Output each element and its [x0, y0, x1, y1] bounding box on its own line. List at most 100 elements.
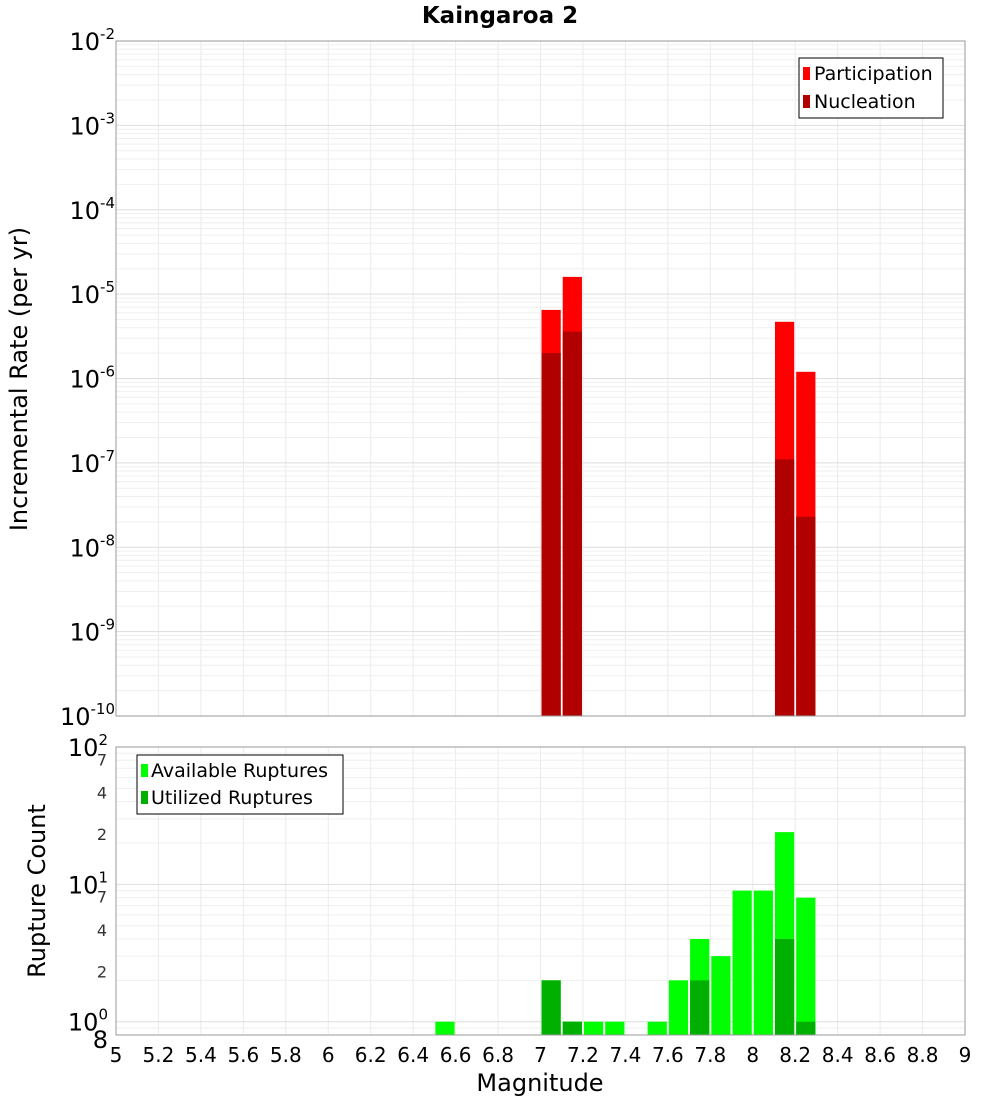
top-y-tick-label: 10-4: [69, 194, 115, 225]
tick-base: 10: [69, 197, 100, 225]
tick-exponent: 1: [98, 868, 108, 886]
bottom-y-tick-label: 101: [68, 868, 108, 899]
x-tick-label: 5: [110, 1043, 123, 1067]
top-plot-border: [115, 40, 966, 717]
top-y-tick-label: 10-8: [69, 531, 115, 562]
top-bar-nucleation: [796, 516, 816, 716]
tick-base: 10: [69, 619, 100, 647]
tick-base: 10: [69, 366, 100, 394]
legend-swatch-available: [141, 764, 148, 777]
tick-base: 10: [69, 28, 100, 56]
bottom-y-minor-tick-label: 8: [93, 1026, 108, 1054]
bottom-bar-available-ruptures: [435, 1021, 455, 1035]
x-tick-label: 5.6: [227, 1043, 259, 1067]
top-bar-nucleation: [562, 331, 582, 716]
bottom-bar-utilized-ruptures: [774, 939, 795, 1035]
chart-title: Kaingaroa 2: [422, 3, 578, 29]
x-tick-label: 7.4: [609, 1043, 641, 1067]
tick-exponent: -7: [100, 447, 115, 465]
tick-exponent: -9: [100, 616, 115, 634]
bottom-bar-utilized-ruptures: [796, 1021, 816, 1035]
x-tick-label: 6: [322, 1043, 335, 1067]
legend-swatch-nucleation: [803, 95, 810, 108]
x-tick-label: 6.6: [440, 1043, 472, 1067]
x-tick-label: 7: [534, 1043, 547, 1067]
bottom-y-axis-label: Rupture Count: [23, 804, 51, 978]
bottom-y-minor-tick-label: 4: [97, 784, 107, 803]
x-tick-label: 8: [746, 1043, 759, 1067]
tick-base: 10: [68, 871, 99, 899]
bottom-bar-available-ruptures: [647, 1021, 667, 1035]
legend-label-participation: Participation: [814, 63, 933, 85]
x-tick-label: 7.2: [567, 1043, 599, 1067]
x-tick-label: 9: [959, 1043, 972, 1067]
bottom-y-minor-tick-label: 7: [97, 888, 107, 907]
tick-base: 10: [69, 112, 100, 140]
top-legend: Participation Nucleation: [798, 57, 944, 119]
tick-base: 10: [68, 734, 99, 762]
legend-swatch-participation: [803, 67, 810, 80]
bottom-bar-available-ruptures: [605, 1021, 625, 1035]
legend-label-nucleation: Nucleation: [814, 91, 916, 113]
bottom-bar-available-ruptures: [668, 980, 689, 1035]
x-tick-label: 7.8: [694, 1043, 726, 1067]
bottom-bar-available-ruptures: [796, 897, 816, 1035]
tick-exponent: -10: [91, 700, 116, 718]
bottom-bar-available-ruptures: [753, 890, 773, 1035]
bottom-bar-utilized-ruptures: [690, 980, 710, 1035]
bottom-bar-utilized-ruptures: [562, 1021, 582, 1035]
x-tick-label: 8.2: [779, 1043, 811, 1067]
top-y-axis-label: Incremental Rate (per yr): [5, 227, 33, 531]
top-y-tick-label: 10-9: [69, 616, 115, 647]
bottom-y-minor-tick-label: 2: [97, 825, 107, 844]
top-bars: [541, 276, 816, 716]
tick-exponent: -6: [100, 363, 115, 381]
bottom-legend: Available Ruptures Utilized Ruptures: [136, 754, 344, 815]
bottom-bars: [435, 832, 816, 1035]
top-bar-nucleation: [774, 459, 795, 716]
bottom-bar-available-ruptures: [711, 956, 731, 1035]
tick-exponent: 0: [98, 1006, 108, 1024]
bottom-y-minor-tick-label: 4: [97, 921, 107, 940]
x-axis-label: Magnitude: [476, 1069, 603, 1097]
tick-exponent: 2: [98, 731, 108, 749]
top-bar-nucleation: [541, 353, 561, 716]
bottom-plot-border: [115, 746, 966, 1036]
tick-exponent: -8: [100, 531, 115, 549]
legend-label-utilized: Utilized Ruptures: [151, 787, 313, 809]
top-y-tick-label: 10-6: [69, 363, 115, 394]
bottom-bar-available-ruptures: [732, 890, 752, 1035]
x-tick-label: 5.2: [143, 1043, 175, 1067]
x-tick-label: 8.8: [907, 1043, 939, 1067]
tick-exponent: -5: [100, 278, 115, 296]
x-tick-label: 5.4: [185, 1043, 217, 1067]
top-y-tick-label: 10-7: [69, 447, 115, 478]
tick-base: 10: [69, 534, 100, 562]
tick-exponent: -3: [100, 109, 115, 127]
x-tick-label: 6.2: [355, 1043, 387, 1067]
top-y-tick-label: 10-2: [69, 25, 115, 56]
tick-base: 10: [68, 1009, 99, 1037]
bottom-y-tick-label: 102: [68, 731, 108, 762]
tick-exponent: -4: [100, 194, 115, 212]
top-y-tick-label: 10-5: [69, 278, 115, 309]
bottom-y-minor-tick-label: 7: [97, 750, 107, 769]
top-y-tick-label: 10-10: [60, 700, 115, 731]
top-y-tick-label: 10-3: [69, 109, 115, 140]
top-grid: [115, 40, 966, 717]
tick-base: 10: [69, 281, 100, 309]
top-legend-box: [798, 57, 944, 119]
x-tick-labels: 5 5.2 5.4 5.6 5.8 6 6.2 6.4 6.6 6.8 7 7.2 7.4 7.6 7.8 8…: [110, 1043, 972, 1067]
bottom-y-tick-label: 100: [68, 1006, 108, 1037]
legend-label-available: Available Ruptures: [151, 760, 328, 782]
x-tick-label: 6.8: [482, 1043, 514, 1067]
bottom-bar-utilized-ruptures: [541, 980, 561, 1035]
bottom-bar-available-ruptures: [583, 1021, 604, 1035]
tick-exponent: -2: [100, 25, 115, 43]
tick-base: 10: [69, 450, 100, 478]
x-tick-label: 7.6: [652, 1043, 684, 1067]
x-tick-label: 8.4: [822, 1043, 854, 1067]
legend-swatch-utilized: [141, 791, 148, 804]
